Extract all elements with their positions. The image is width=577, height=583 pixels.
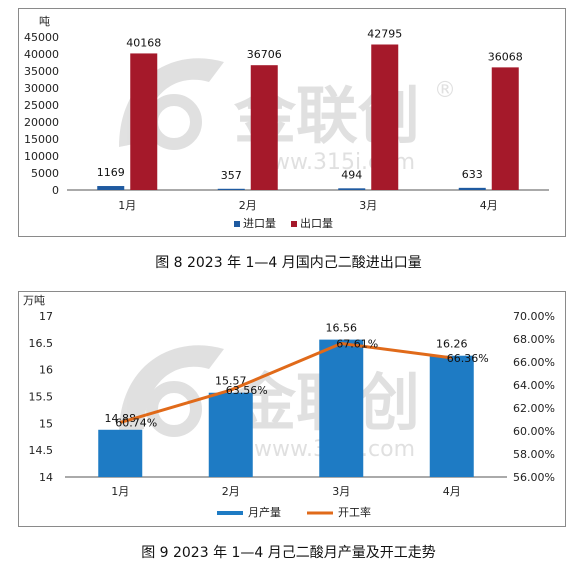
legend-production-swatch [217, 511, 243, 515]
import-bar [458, 187, 486, 190]
chart-2-frame: 金联创®www.315i.com 万吨 14 14.5 15 15.5 16 16.5 17 56… [18, 291, 566, 527]
y-tick-label: 5000 [31, 167, 59, 180]
y2-tick-label: 68.00% [513, 333, 555, 346]
utilization-data-label: 66.36% [447, 352, 489, 365]
watermark-logo-ring-icon [146, 94, 202, 150]
y-tick-label: 14 [39, 471, 53, 484]
y-tick-label: 35000 [24, 65, 59, 78]
y-tick-label: 45000 [24, 31, 59, 44]
x-tick-label: 1月 [118, 199, 136, 212]
export-bar [371, 44, 399, 190]
import-data-label: 494 [341, 168, 362, 181]
y-tick-label: 15000 [24, 133, 59, 146]
watermark-logo-ring-icon [146, 381, 202, 437]
chart-1-frame: 金联创 ® www.315i.com 吨 0 5000 10000 15000 20000 250… [18, 8, 566, 237]
legend-export-label: 出口量 [300, 216, 333, 230]
legend-import-label: 进口量 [243, 217, 276, 230]
import-bar [217, 188, 245, 190]
y-tick-label: 20000 [24, 116, 59, 129]
y2-tick-label: 70.00% [513, 310, 555, 323]
chart-1-caption: 图 8 2023 年 1—4 月国内己二酸进出口量 [155, 255, 422, 271]
production-data-label: 15.57 [215, 375, 247, 388]
x-tick-label: 1月 [111, 485, 129, 498]
y-tick-label: 15.5 [29, 391, 54, 404]
y-tick-label: 16 [39, 364, 53, 377]
export-bar [130, 53, 158, 190]
x-tick-label: 3月 [359, 199, 377, 212]
y-tick-label: 14.5 [29, 444, 54, 457]
y-tick-label: 0 [52, 184, 59, 197]
production-bar [98, 429, 143, 477]
x-tick-label: 4月 [480, 199, 498, 212]
export-data-label: 42795 [367, 27, 402, 40]
y-axis-unit: 吨 [39, 15, 50, 28]
x-tick-label: 2月 [239, 199, 257, 212]
y-tick-label: 17 [39, 310, 53, 323]
export-data-label: 40168 [126, 36, 161, 49]
y2-tick-label: 60.00% [513, 425, 555, 438]
import-bar [97, 186, 125, 190]
export-data-label: 36068 [488, 50, 523, 63]
legend-import-swatch [234, 221, 240, 227]
production-data-label: 16.56 [326, 322, 358, 335]
y2-tick-label: 56.00% [513, 471, 555, 484]
legend-export-swatch [291, 221, 297, 227]
y-tick-label: 15 [39, 417, 53, 430]
y-tick-label: 25000 [24, 99, 59, 112]
production-bar [208, 392, 253, 477]
y2-tick-label: 58.00% [513, 448, 555, 461]
legend-utilization-label: 开工率 [338, 505, 371, 519]
y2-tick-label: 64.00% [513, 379, 555, 392]
y2-tick-label: 62.00% [513, 402, 555, 415]
import-bar [338, 188, 366, 190]
y-tick-label: 16.5 [29, 337, 54, 350]
utilization-data-label: 67.61% [336, 337, 378, 350]
y-tick-label: 40000 [24, 48, 59, 61]
utilization-data-label: 60.74% [115, 416, 157, 429]
watermark: 金联创®www.315i.com [119, 58, 456, 175]
import-data-label: 633 [462, 168, 483, 181]
chart-1-import-export: 金联创 ®www.315i.com 吨 0 5000 10000 15000 20000 250… [24, 15, 549, 230]
utilization-line [119, 341, 452, 424]
x-tick-label: 2月 [222, 485, 240, 498]
watermark: 金联创®www.315i.com [119, 345, 456, 462]
export-bar [491, 67, 519, 190]
import-data-label: 357 [221, 169, 242, 182]
export-data-label: 36706 [247, 48, 282, 61]
y-axis-unit: 万吨 [23, 294, 45, 307]
x-tick-label: 4月 [443, 485, 461, 498]
y-tick-label: 10000 [24, 150, 59, 163]
chart-2-production-utilization: 金联创®www.315i.com 万吨 14 14.5 15 15.5 16 16.5 17 56… [23, 294, 555, 519]
watermark-registered: ® [434, 78, 456, 103]
chart-2-caption: 图 9 2023 年 1—4 月己二酸月产量及开工走势 [141, 545, 436, 561]
legend-production-label: 月产量 [248, 505, 281, 519]
y-tick-label: 30000 [24, 82, 59, 95]
production-bar [429, 355, 474, 477]
x-tick-label: 3月 [332, 485, 350, 498]
production-bar [319, 339, 364, 477]
utilization-data-label: 63.56% [226, 384, 268, 397]
y2-tick-label: 66.00% [513, 356, 555, 369]
import-data-label: 1169 [97, 166, 125, 179]
production-data-label: 16.26 [436, 338, 468, 351]
export-bar [250, 65, 278, 190]
watermark-logo-icon [119, 345, 224, 434]
